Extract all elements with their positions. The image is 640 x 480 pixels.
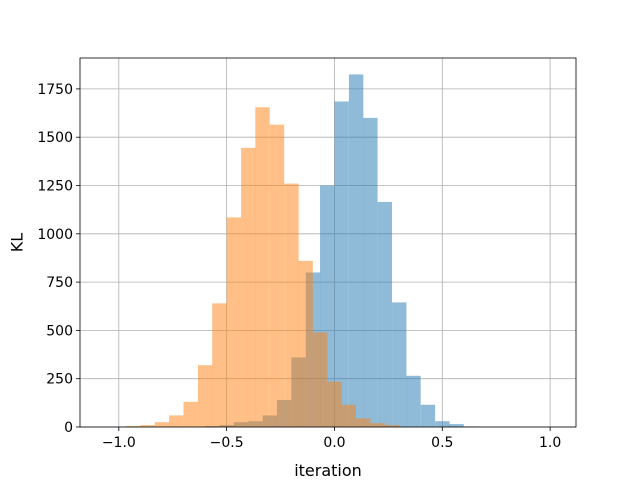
histogram-bar	[363, 117, 378, 428]
y-tick-label: 250	[46, 372, 73, 388]
histogram-bar	[377, 201, 392, 427]
histogram-bars	[125, 74, 479, 428]
x-tick-label: 0.5	[431, 435, 453, 451]
y-axis-label: KL	[8, 233, 27, 252]
histogram-bar	[420, 404, 436, 427]
y-tick-label: 500	[46, 323, 73, 339]
histogram-bar	[312, 332, 328, 427]
x-axis-label: iteration	[294, 461, 362, 480]
histogram-bar	[327, 381, 342, 427]
histogram-bar	[255, 107, 270, 427]
histogram-bar	[370, 423, 385, 427]
histogram-bar	[341, 404, 356, 427]
y-tick-label: 1250	[37, 179, 73, 195]
histogram-bar	[226, 217, 242, 427]
series-2	[125, 107, 400, 428]
histogram-bar	[154, 422, 170, 427]
y-tick-label: 750	[46, 275, 73, 291]
histogram-bar	[212, 303, 227, 427]
histogram-bar	[169, 415, 184, 427]
histogram-bar	[356, 418, 371, 427]
x-tick-label: −0.5	[210, 435, 244, 451]
histogram-bar	[197, 365, 213, 427]
histogram-bar	[334, 101, 349, 427]
x-tick-label: 1.0	[539, 435, 561, 451]
y-tick-label: 1500	[37, 130, 73, 146]
x-tick-label: −1.0	[102, 435, 136, 451]
histogram-bar	[298, 260, 313, 427]
histogram-bar	[269, 124, 285, 428]
histogram-bar	[348, 74, 364, 428]
histogram-bar	[392, 302, 407, 427]
y-tick-label: 1000	[37, 227, 73, 243]
histogram-bar	[384, 425, 400, 427]
histogram-bar	[284, 183, 299, 427]
plot-frame	[79, 57, 577, 428]
histogram-bar	[449, 424, 464, 427]
histogram-bar	[241, 147, 256, 427]
axis-ticks: −1.0 −0.5 0.0 0.5 1.0 0 250 500 750 1000 1250 1500 1…	[37, 82, 561, 451]
histogram-bar	[406, 375, 421, 427]
histogram-bar	[183, 401, 198, 427]
histogram-bar	[140, 425, 155, 427]
y-tick-label: 1750	[37, 82, 73, 98]
histogram-bar	[435, 421, 450, 427]
histogram-bar	[125, 426, 141, 427]
y-tick-label: 0	[64, 420, 73, 436]
x-tick-label: 0.0	[323, 435, 345, 451]
